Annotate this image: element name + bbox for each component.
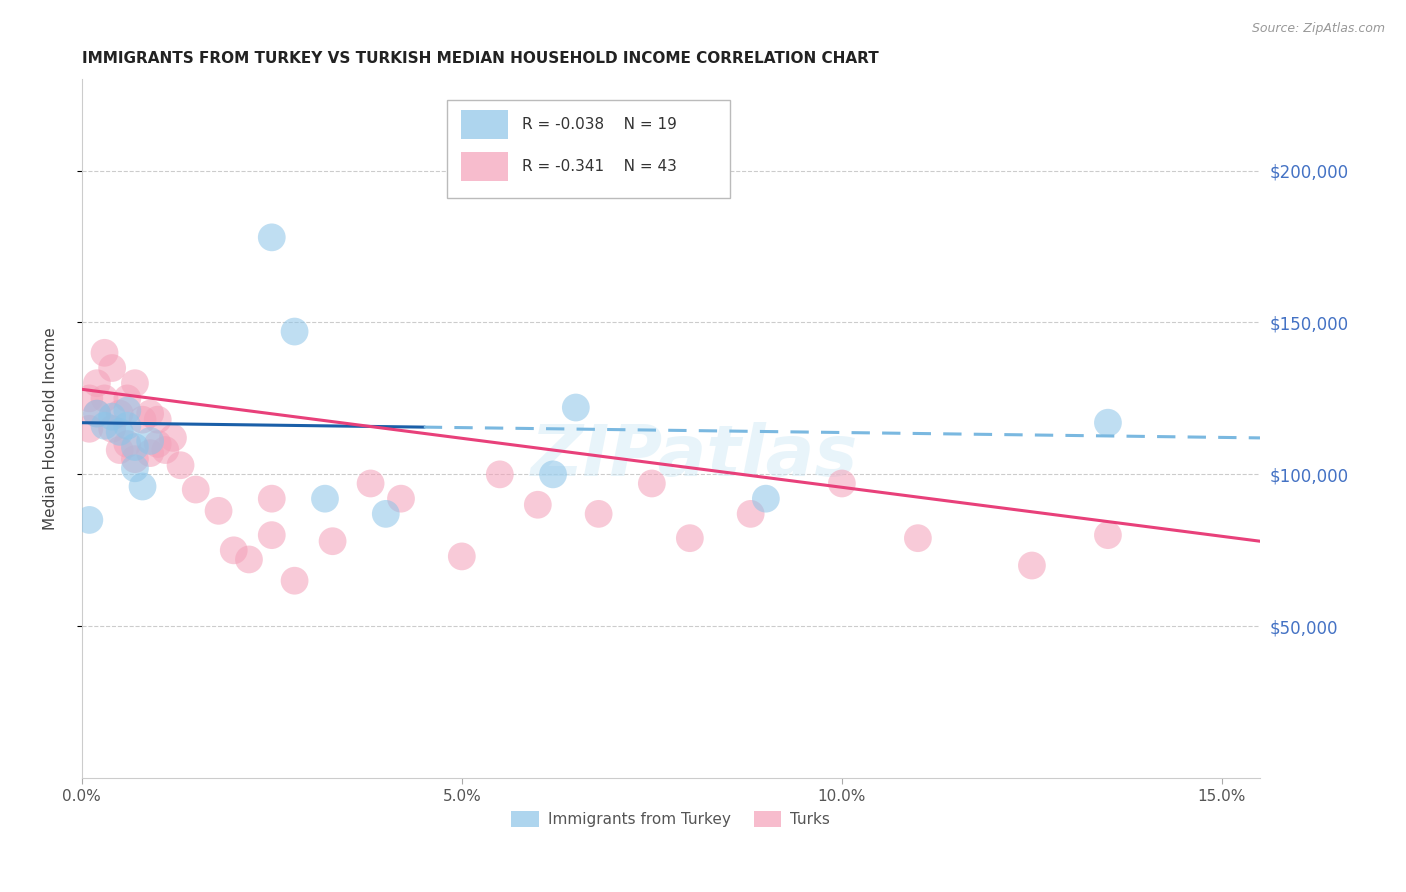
Legend: Immigrants from Turkey, Turks: Immigrants from Turkey, Turks xyxy=(505,805,837,833)
Point xyxy=(679,531,702,545)
Point xyxy=(527,498,550,512)
Point xyxy=(184,483,207,497)
Point xyxy=(1021,558,1043,573)
Point xyxy=(101,361,124,376)
Text: R = -0.341    N = 43: R = -0.341 N = 43 xyxy=(523,159,678,174)
Text: R = -0.038    N = 19: R = -0.038 N = 19 xyxy=(523,117,678,132)
Point xyxy=(124,461,146,475)
Point xyxy=(1097,416,1119,430)
Point xyxy=(260,230,283,244)
Point xyxy=(101,422,124,436)
Point xyxy=(79,392,101,406)
Point xyxy=(238,552,260,566)
Point xyxy=(139,446,162,460)
Point xyxy=(389,491,412,506)
Point xyxy=(565,401,588,415)
Point xyxy=(162,431,184,445)
Point xyxy=(322,534,344,549)
Point xyxy=(117,403,139,417)
Point xyxy=(207,504,229,518)
Point xyxy=(260,491,283,506)
Point xyxy=(831,476,853,491)
Point xyxy=(93,346,115,360)
Point xyxy=(131,412,153,426)
Point xyxy=(314,491,336,506)
Point xyxy=(93,392,115,406)
Point xyxy=(117,437,139,451)
Point xyxy=(450,549,472,564)
Point xyxy=(146,437,169,451)
Point xyxy=(155,443,177,458)
Point xyxy=(124,376,146,391)
Point xyxy=(284,325,307,339)
Point xyxy=(86,407,108,421)
Point xyxy=(146,412,169,426)
Point xyxy=(79,513,101,527)
Point xyxy=(131,479,153,493)
Text: IMMIGRANTS FROM TURKEY VS TURKISH MEDIAN HOUSEHOLD INCOME CORRELATION CHART: IMMIGRANTS FROM TURKEY VS TURKISH MEDIAN… xyxy=(82,51,879,66)
Point xyxy=(139,434,162,448)
Point xyxy=(124,440,146,454)
Point xyxy=(284,574,307,588)
Point xyxy=(541,467,564,482)
Point xyxy=(907,531,929,545)
Point xyxy=(101,409,124,424)
Bar xyxy=(461,152,508,181)
Point xyxy=(79,422,101,436)
Point xyxy=(374,507,396,521)
Point xyxy=(108,407,131,421)
Point xyxy=(1097,528,1119,542)
Point xyxy=(93,418,115,433)
Point xyxy=(222,543,245,558)
Point xyxy=(740,507,762,521)
Bar xyxy=(461,110,508,139)
Point xyxy=(488,467,510,482)
Point xyxy=(124,452,146,467)
Point xyxy=(139,407,162,421)
Text: ZIPatlas: ZIPatlas xyxy=(530,422,858,491)
Text: Source: ZipAtlas.com: Source: ZipAtlas.com xyxy=(1251,22,1385,36)
Point xyxy=(108,443,131,458)
Point xyxy=(169,458,191,473)
Point xyxy=(86,407,108,421)
Point xyxy=(117,418,139,433)
Point xyxy=(360,476,382,491)
Point xyxy=(588,507,610,521)
Point xyxy=(117,392,139,406)
FancyBboxPatch shape xyxy=(447,100,730,198)
Point xyxy=(755,491,778,506)
Point xyxy=(260,528,283,542)
Y-axis label: Median Household Income: Median Household Income xyxy=(44,327,58,530)
Point xyxy=(86,376,108,391)
Point xyxy=(108,425,131,439)
Point xyxy=(641,476,664,491)
